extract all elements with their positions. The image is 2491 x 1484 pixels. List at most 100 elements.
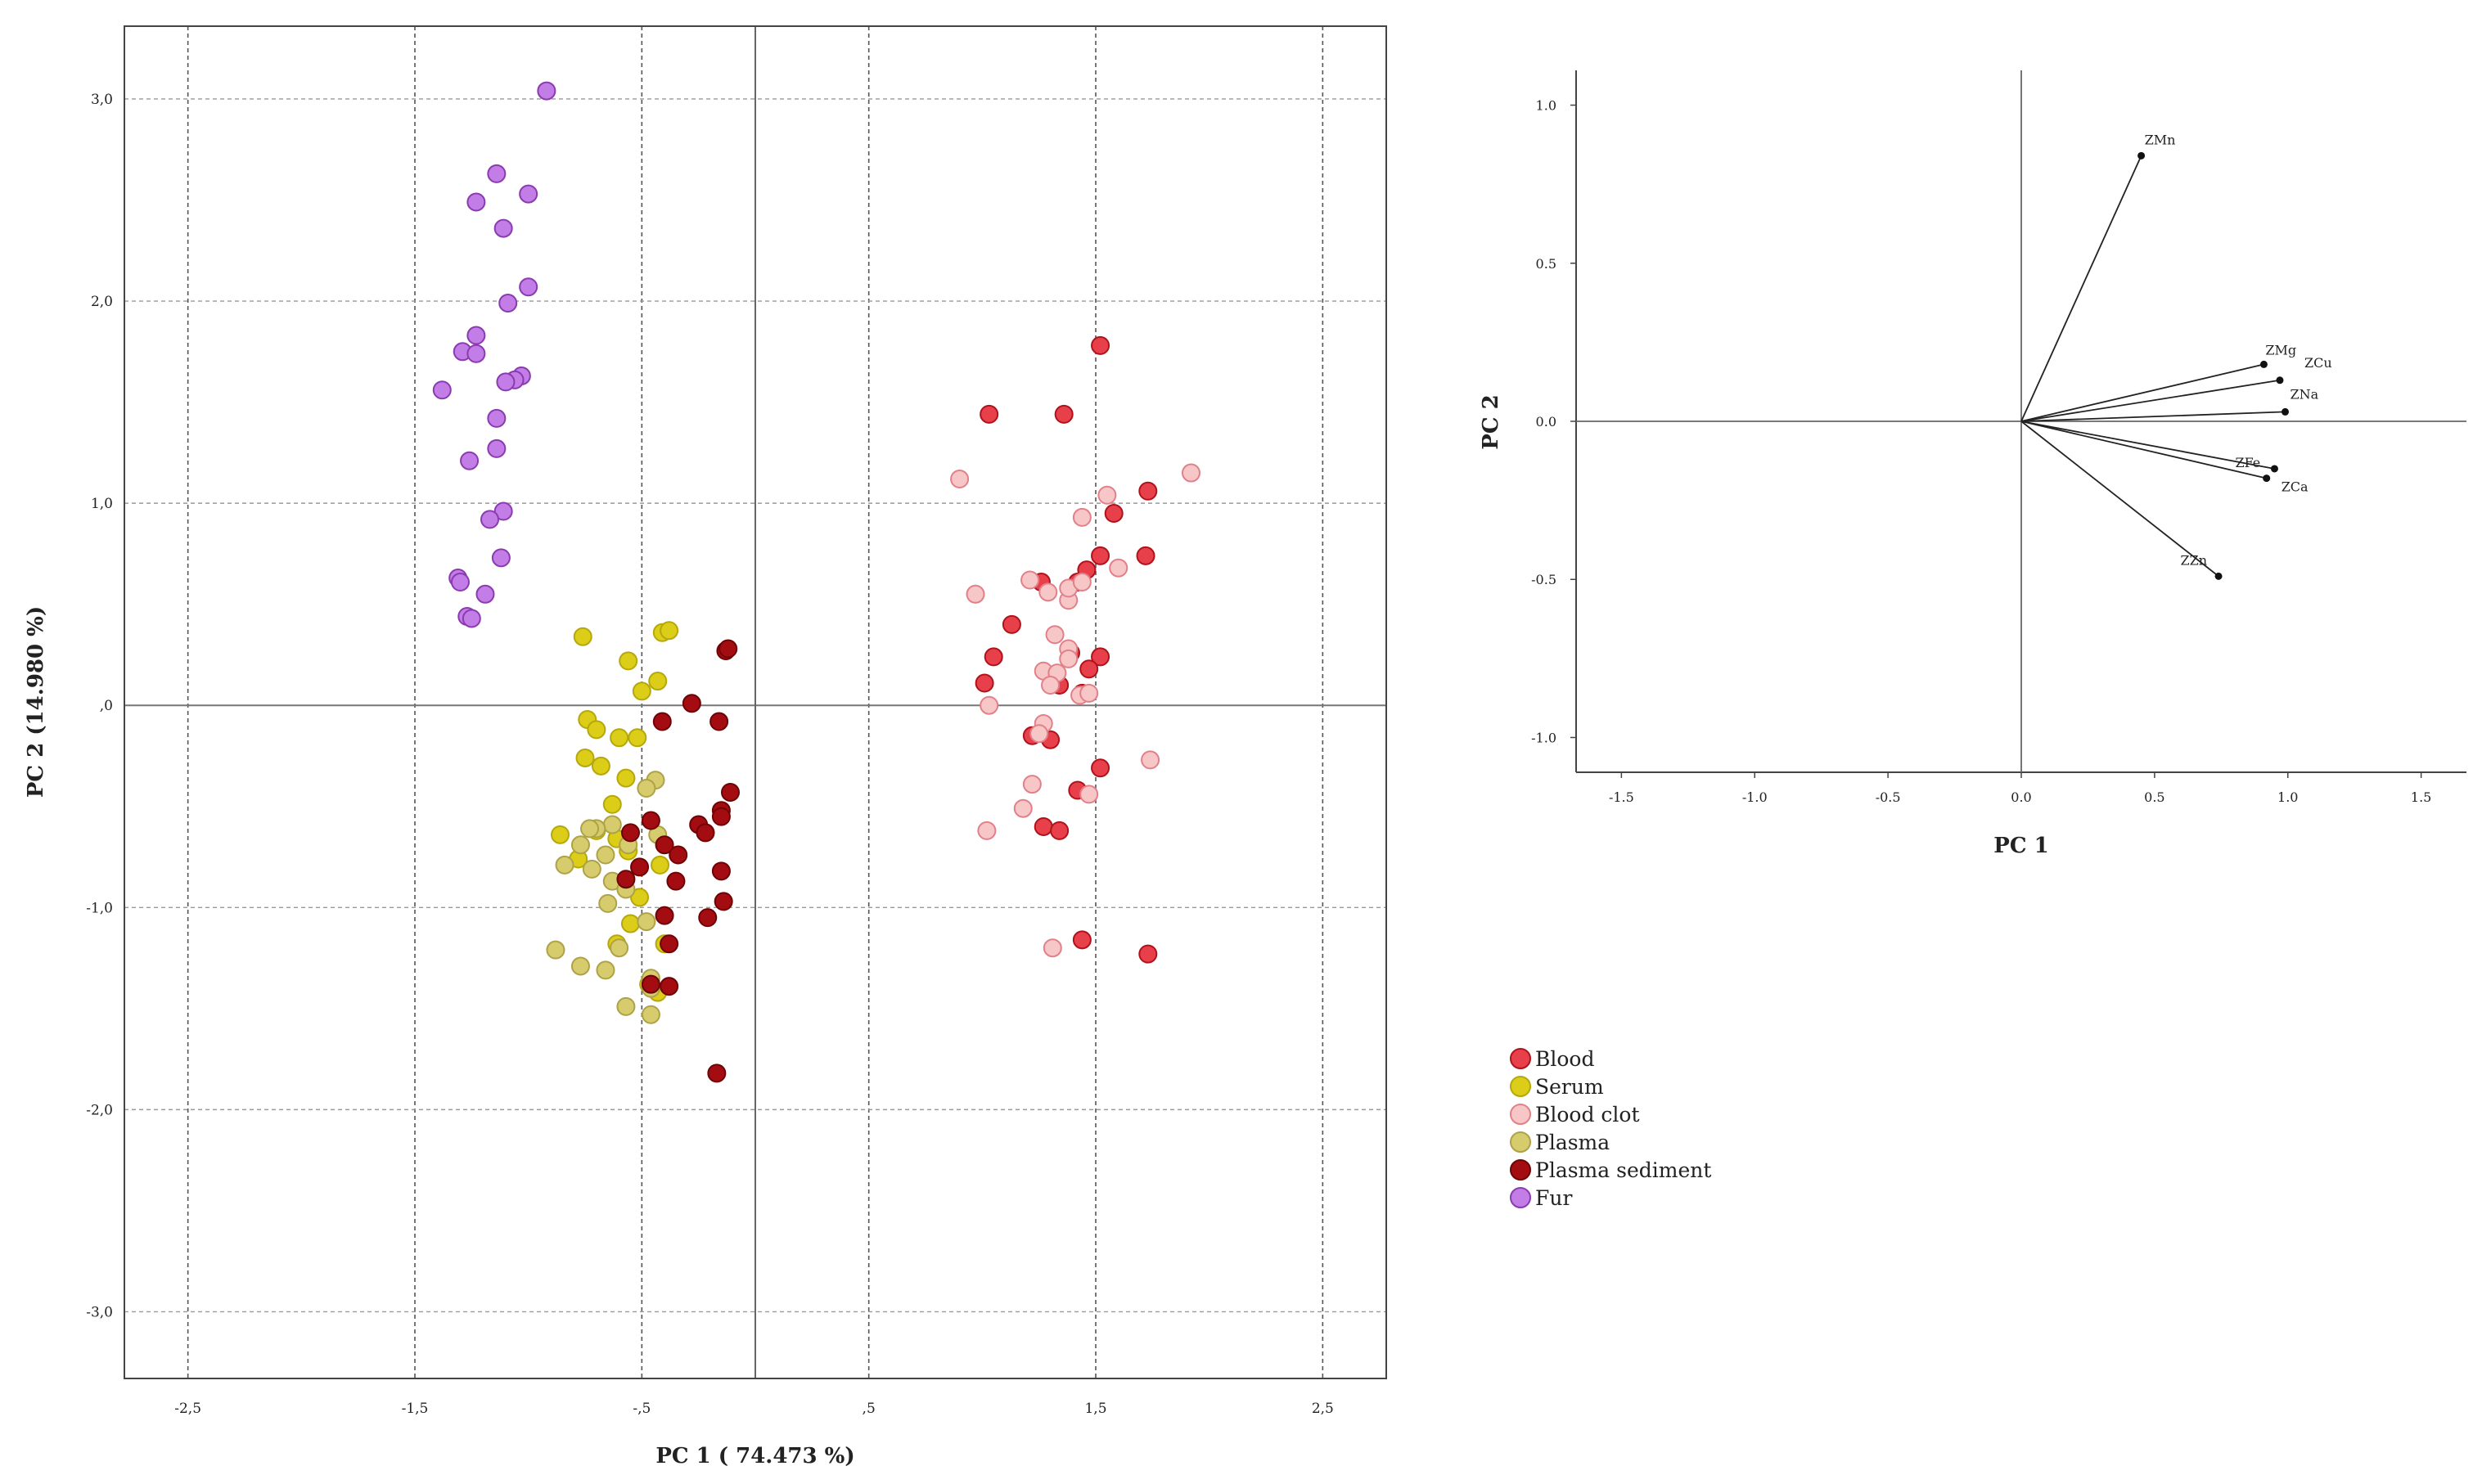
point-plasma [637, 779, 656, 798]
vector-label-zmn: ZMn [2145, 132, 2176, 147]
vector-zmg: ZMg [2020, 342, 2296, 422]
point-plasma-sediment [707, 1064, 727, 1083]
point-serum [591, 756, 610, 776]
scatter-y-tick-label: 3,0 [91, 92, 113, 108]
legend-item-plasma-sediment: Plasma sediment [1510, 1158, 1711, 1182]
vector-label-zca: ZCa [2282, 479, 2309, 495]
point-blood-clot [1072, 572, 1092, 591]
point-plasma [598, 893, 618, 913]
legend-marker-blood-clot [1510, 1104, 1531, 1125]
loading-y-tick-label: -1.0 [1531, 730, 1556, 745]
loading-x-tick-labels: -1.5 -1.0 -0.5 0.0 0.5 1.0 1.5 [1609, 772, 2431, 805]
point-serum [573, 627, 592, 646]
vector-label-zzn: ZZn [2181, 552, 2208, 568]
point-blood [1002, 614, 1021, 634]
point-plasma [570, 835, 590, 855]
point-plasma [546, 940, 565, 960]
point-fur [519, 184, 538, 204]
point-plasma [596, 845, 615, 865]
loading-x-tick-label: 1.5 [2411, 789, 2431, 805]
point-plasma-sediment [652, 712, 672, 731]
point-blood [1054, 404, 1074, 424]
point-plasma [582, 859, 601, 879]
point-fur [466, 192, 486, 212]
point-plasma [641, 1005, 660, 1024]
point-plasma-sediment [711, 861, 731, 881]
point-blood-clot [1141, 750, 1160, 770]
point-plasma-sediment [682, 694, 701, 713]
point-fur [432, 380, 452, 400]
point-blood-clot [966, 584, 985, 604]
point-fur [480, 510, 500, 529]
loading-x-tick-label: 0.5 [2144, 789, 2164, 805]
vector-zcu: ZCu [2020, 355, 2332, 422]
point-blood-clot [1059, 649, 1079, 668]
point-blood [1072, 930, 1092, 950]
point-serum [616, 768, 636, 788]
point-fur [493, 501, 513, 521]
point-plasma [616, 996, 636, 1016]
vector-label-zcu: ZCu [2304, 355, 2332, 371]
vector-tip-zca [2263, 474, 2271, 483]
loading-y-tick-labels: 1.0 0.5 0.0 -0.5 -1.0 [1531, 98, 1576, 745]
vector-tip-zna [2281, 407, 2289, 416]
point-blood-clot [1020, 570, 1040, 590]
point-blood-clot [950, 469, 970, 488]
point-blood [1091, 546, 1110, 565]
point-plasma-sediment [718, 639, 738, 659]
scatter-y-tick-label: -2,0 [86, 1102, 113, 1118]
point-blood-clot [1038, 582, 1058, 602]
scatter-plot-frame [124, 25, 1387, 1379]
series-blood-clot [950, 463, 1200, 958]
point-serum [648, 672, 668, 691]
point-blood-clot [1022, 775, 1042, 794]
point-serum [550, 825, 570, 844]
loading-x-axis-title: PC 1 [1993, 834, 2048, 858]
point-blood-clot [1109, 558, 1128, 578]
point-blood-clot [1072, 507, 1092, 527]
point-plasma [555, 855, 574, 875]
vector-line-zmn [2020, 155, 2142, 422]
point-fur [450, 572, 470, 591]
scatter-grid [124, 26, 1386, 1378]
point-blood-clot [1045, 625, 1065, 645]
point-blood [1091, 758, 1110, 778]
point-blood [1136, 546, 1155, 565]
scatter-x-tick-label: 1,5 [1084, 1401, 1106, 1417]
point-blood-clot [977, 821, 997, 840]
point-blood-clot [1041, 675, 1061, 695]
point-serum [587, 720, 606, 740]
series-plasma [546, 771, 668, 1024]
point-plasma-sediment [630, 857, 650, 877]
legend-marker-plasma-sediment [1510, 1159, 1531, 1180]
series-fur [432, 81, 556, 628]
loading-y-tick-label: 0.5 [1536, 256, 1556, 272]
vector-zfe: ZFe [2020, 420, 2278, 473]
legend-label-plasma: Plasma [1535, 1131, 1610, 1154]
point-blood-clot [1079, 785, 1099, 804]
point-plasma [570, 956, 590, 976]
point-plasma-sediment [666, 871, 686, 891]
point-blood [1034, 816, 1053, 836]
vector-zzn: ZZn [2020, 420, 2223, 580]
point-plasma-sediment [660, 977, 679, 996]
loading-x-tick-label: 0.0 [2011, 789, 2031, 805]
loading-x-tick-label: -1.0 [1742, 789, 1768, 805]
vector-line-zzn [2020, 420, 2219, 578]
point-serum [660, 621, 679, 641]
point-plasma [580, 819, 600, 839]
point-plasma-sediment [696, 823, 715, 843]
legend-item-serum: Serum [1510, 1075, 1604, 1099]
point-serum [651, 855, 670, 875]
point-plasma-sediment [698, 908, 718, 928]
point-blood-clot [1181, 463, 1200, 483]
scatter-y-axis-title: PC 2 (14.980 %) [24, 606, 48, 798]
scatter-x-tick-labels: -2,5 -1,5 -,5 ,5 1,5 2,5 [174, 1401, 1334, 1417]
point-fur [460, 451, 480, 470]
point-plasma-sediment [620, 823, 640, 843]
point-fur [493, 218, 513, 238]
scatter-x-tick-label: -,5 [633, 1401, 651, 1417]
point-plasma-sediment [655, 835, 674, 855]
legend-label-fur: Fur [1535, 1186, 1572, 1210]
